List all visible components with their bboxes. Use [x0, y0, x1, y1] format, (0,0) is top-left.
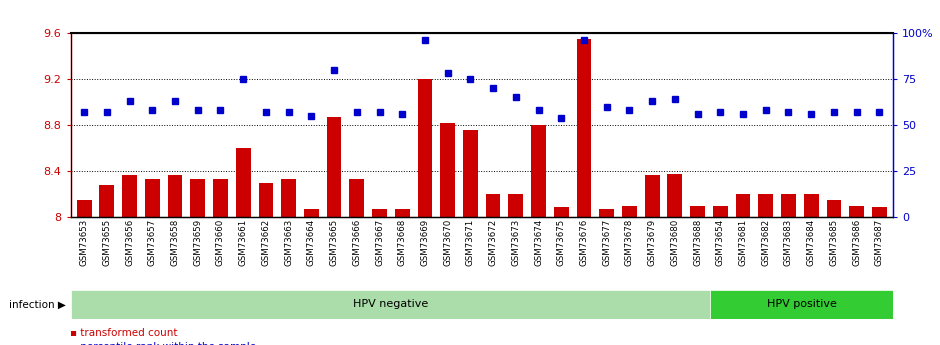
Text: HPV positive: HPV positive [767, 299, 837, 309]
Bar [713, 206, 728, 217]
Bar [236, 148, 251, 217]
Bar [167, 175, 182, 217]
Bar [395, 209, 410, 217]
Bar [486, 194, 500, 217]
Bar [281, 179, 296, 217]
Bar [645, 175, 660, 217]
Bar [463, 130, 478, 217]
Bar [736, 194, 750, 217]
Bar [576, 39, 591, 217]
Bar [145, 179, 160, 217]
Bar [213, 179, 227, 217]
Bar [509, 194, 524, 217]
Bar [77, 200, 91, 217]
Text: infection ▶: infection ▶ [8, 299, 66, 309]
Bar [711, 290, 893, 319]
Bar [417, 79, 432, 217]
Bar [440, 123, 455, 217]
Bar [690, 206, 705, 217]
Bar [350, 179, 364, 217]
Bar [531, 125, 546, 217]
Bar [372, 209, 387, 217]
Bar [327, 117, 341, 217]
Bar [667, 174, 682, 217]
Bar [804, 194, 819, 217]
Bar [70, 290, 711, 319]
Bar [849, 206, 864, 217]
Bar [826, 200, 841, 217]
Text: HPV negative: HPV negative [352, 299, 428, 309]
Text: ▪ transformed count: ▪ transformed count [70, 328, 178, 338]
Bar [622, 206, 636, 217]
Bar [872, 207, 886, 217]
Bar [100, 185, 115, 217]
Bar [191, 179, 205, 217]
Bar [554, 207, 569, 217]
Bar [759, 194, 773, 217]
Bar [600, 209, 614, 217]
Bar [258, 183, 274, 217]
Bar [781, 194, 796, 217]
Bar [122, 175, 137, 217]
Text: ▪ percentile rank within the sample: ▪ percentile rank within the sample [70, 342, 257, 345]
Bar [304, 209, 319, 217]
